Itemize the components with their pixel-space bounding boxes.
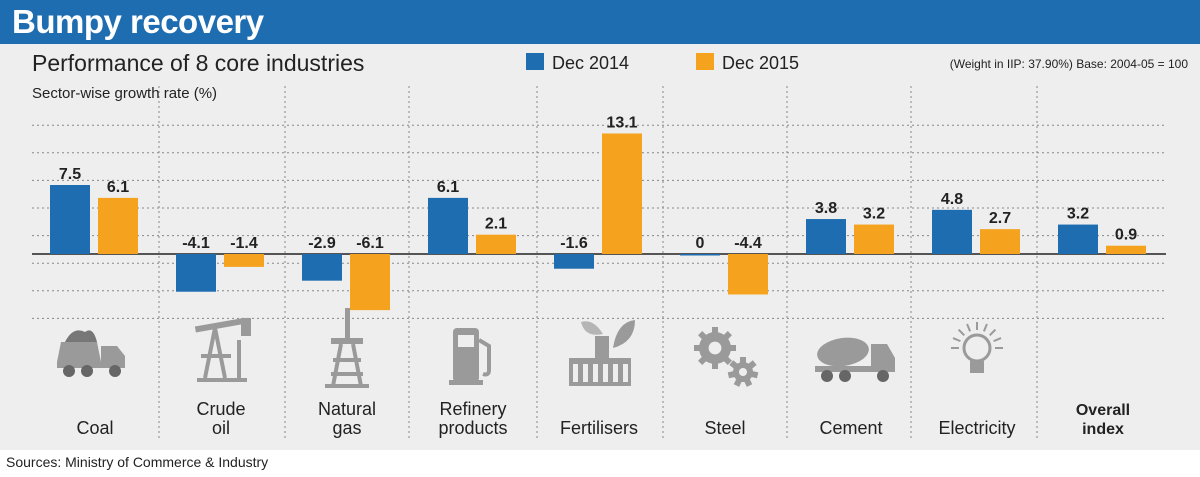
category-label-overall-index: Overall bbox=[1076, 402, 1130, 419]
plant-factory-icon bbox=[569, 320, 635, 386]
category-label-natural-gas: gas bbox=[332, 418, 361, 438]
light-bulb-icon bbox=[951, 322, 1003, 373]
legend-label-dec-2014: Dec 2014 bbox=[552, 53, 629, 73]
gridlines bbox=[32, 86, 1166, 440]
category-label-refinery-products: products bbox=[438, 418, 507, 438]
category-label-refinery-products: Refinery bbox=[439, 399, 506, 419]
bar-dec-2015-natural-gas bbox=[350, 254, 390, 311]
bar-dec-2014-cement bbox=[806, 219, 846, 254]
bar-dec-2015-refinery-products bbox=[476, 234, 516, 254]
bar-dec-2015-overall-index bbox=[1106, 245, 1146, 254]
bar-dec-2014-crude-oil bbox=[176, 254, 216, 292]
bar-dec-2015-crude-oil bbox=[224, 254, 264, 267]
category-label-coal: Coal bbox=[76, 418, 113, 438]
value-label-dec-2015-coal: 6.1 bbox=[107, 179, 129, 196]
bar-dec-2015-coal bbox=[98, 197, 138, 254]
bar-dec-2014-refinery-products bbox=[428, 197, 468, 254]
value-label-dec-2015-natural-gas: -6.1 bbox=[356, 235, 384, 252]
value-label-dec-2015-crude-oil: -1.4 bbox=[230, 235, 258, 252]
legend-label-dec-2015: Dec 2015 bbox=[722, 53, 799, 73]
chart: Performance of 8 core industries Sector-… bbox=[32, 50, 1189, 440]
title-banner: Bumpy recovery bbox=[0, 0, 1200, 44]
value-label-dec-2015-refinery-products: 2.1 bbox=[485, 216, 507, 233]
bar-dec-2014-coal bbox=[50, 185, 90, 254]
bar-dec-2014-electricity bbox=[932, 209, 972, 254]
category-label-cement: Cement bbox=[819, 418, 882, 438]
category-label-fertilisers: Fertilisers bbox=[560, 418, 638, 438]
category-label-electricity: Electricity bbox=[938, 418, 1015, 438]
bar-dec-2015-fertilisers bbox=[602, 133, 642, 254]
value-label-dec-2014-coal: 7.5 bbox=[59, 166, 81, 183]
bar-dec-2015-steel bbox=[728, 254, 768, 295]
bar-dec-2014-fertilisers bbox=[554, 254, 594, 269]
category-label-crude-oil: oil bbox=[212, 418, 230, 438]
value-label-dec-2014-cement: 3.8 bbox=[815, 200, 837, 217]
fuel-pump-icon bbox=[449, 328, 491, 385]
value-label-dec-2014-refinery-products: 6.1 bbox=[437, 179, 459, 196]
category-label-crude-oil: Crude bbox=[196, 399, 245, 419]
category-label-steel: Steel bbox=[704, 418, 745, 438]
bar-dec-2014-natural-gas bbox=[302, 254, 342, 281]
banner-title: Bumpy recovery bbox=[12, 3, 264, 40]
gears-icon bbox=[694, 327, 759, 387]
bar-dec-2015-cement bbox=[854, 224, 894, 254]
category-label-natural-gas: Natural bbox=[318, 399, 376, 419]
cement-mixer-icon bbox=[815, 337, 895, 382]
value-label-dec-2014-natural-gas: -2.9 bbox=[308, 235, 336, 252]
bar-dec-2015-electricity bbox=[980, 229, 1020, 254]
value-label-dec-2014-crude-oil: -4.1 bbox=[182, 235, 210, 252]
value-label-dec-2015-fertilisers: 13.1 bbox=[606, 114, 637, 131]
source-note: Sources: Ministry of Commerce & Industry bbox=[6, 454, 269, 470]
category-label-overall-index: index bbox=[1082, 421, 1124, 438]
value-label-dec-2015-cement: 3.2 bbox=[863, 206, 885, 223]
bar-dec-2014-steel bbox=[680, 254, 720, 256]
truck-icon bbox=[57, 330, 125, 377]
value-label-dec-2014-electricity: 4.8 bbox=[941, 191, 963, 208]
chart-subtitle: Sector-wise growth rate (%) bbox=[32, 85, 217, 102]
category-icons bbox=[57, 308, 1003, 388]
value-label-dec-2015-steel: -4.4 bbox=[734, 235, 762, 252]
chart-note: (Weight in IIP: 37.90%) Base: 2004-05 = … bbox=[950, 57, 1189, 71]
chart-title: Performance of 8 core industries bbox=[32, 50, 364, 76]
value-label-dec-2015-electricity: 2.7 bbox=[989, 210, 1011, 227]
bars: 7.5 6.1 -4.1 -1.4 -2.9 -6.1 6.1 2.1 -1.6 13.1 0 -4.… bbox=[50, 114, 1146, 311]
value-label-dec-2014-steel: 0 bbox=[696, 235, 705, 252]
value-label-dec-2014-fertilisers: -1.6 bbox=[560, 235, 588, 252]
value-label-dec-2015-overall-index: 0.9 bbox=[1115, 227, 1137, 244]
legend-swatch-dec-2015 bbox=[696, 53, 714, 70]
gas-rig-icon bbox=[325, 308, 369, 388]
bar-dec-2014-overall-index bbox=[1058, 224, 1098, 254]
value-label-dec-2014-overall-index: 3.2 bbox=[1067, 206, 1089, 223]
oil-pump-icon bbox=[194, 317, 251, 382]
legend-swatch-dec-2014 bbox=[526, 53, 544, 70]
